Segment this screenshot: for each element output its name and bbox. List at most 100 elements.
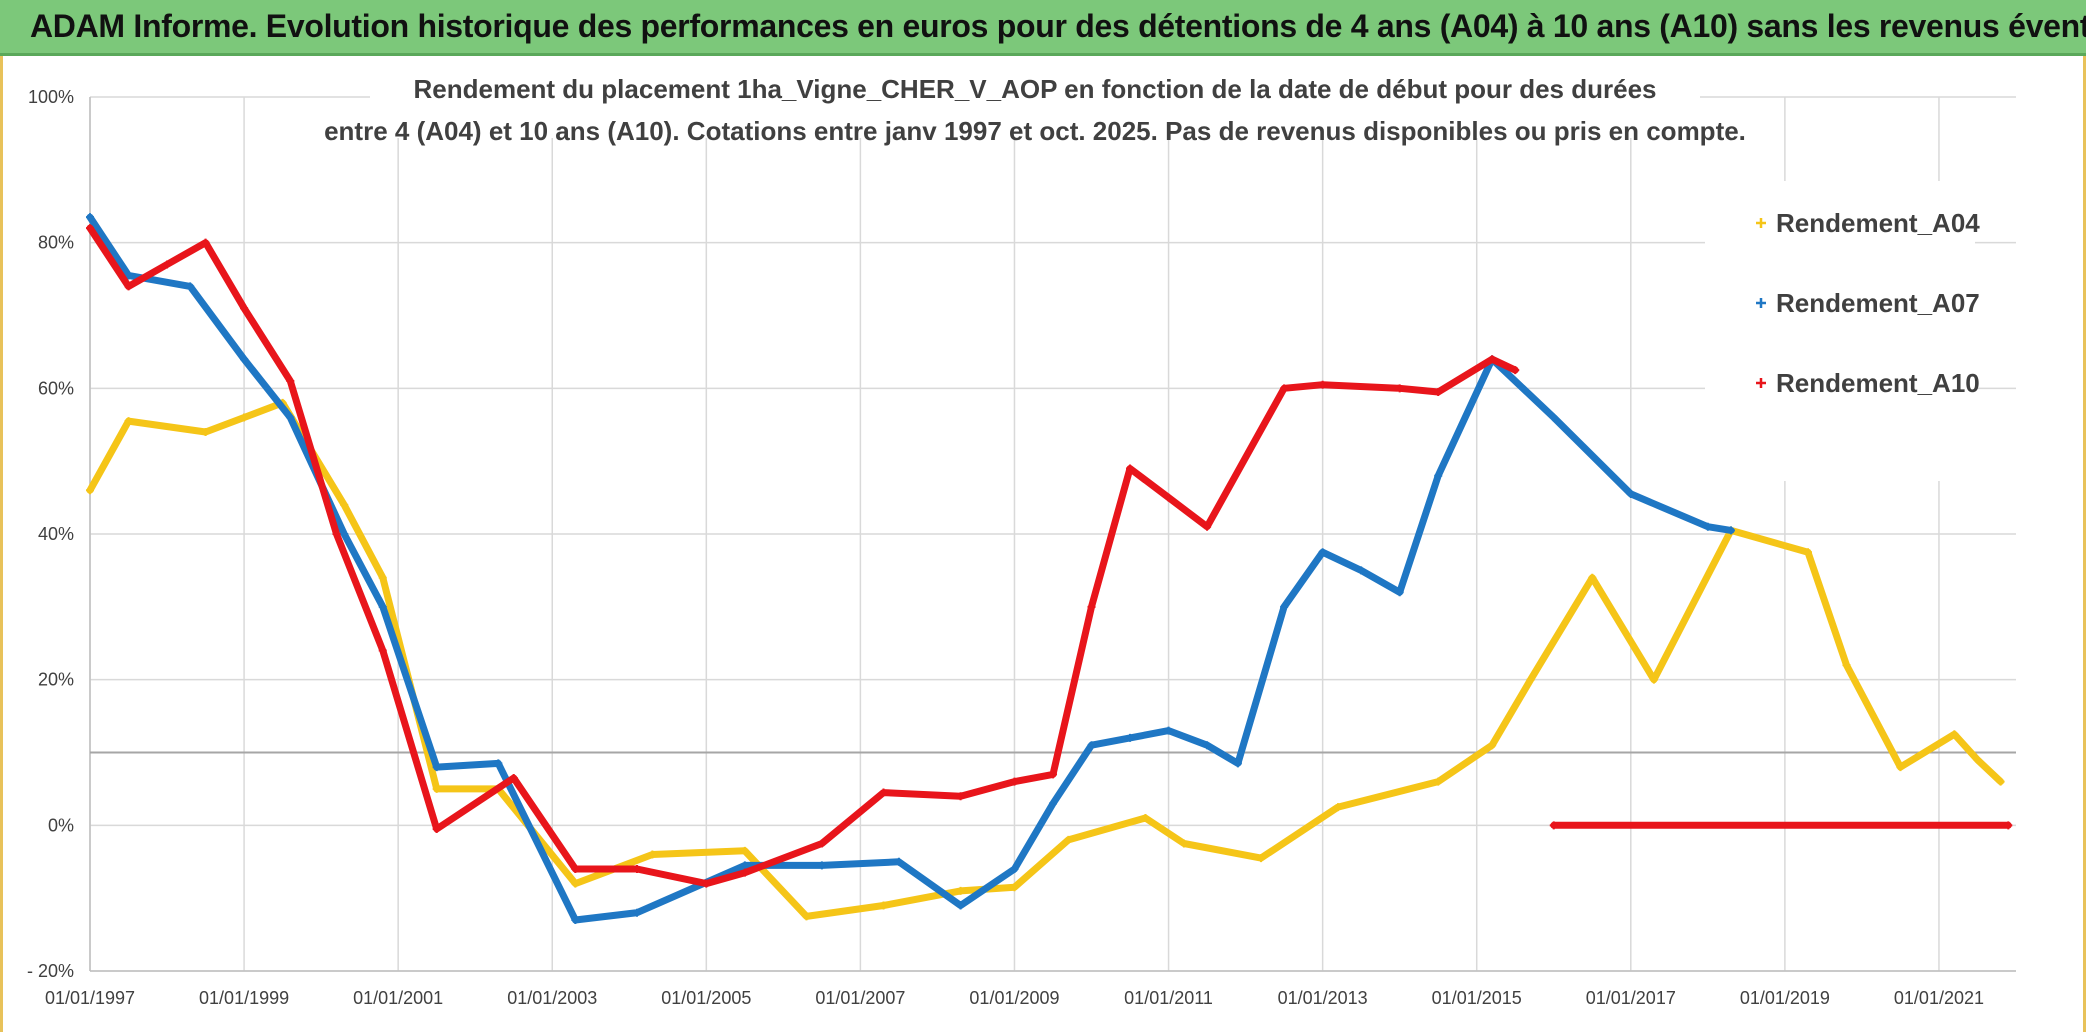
data-point: [1064, 835, 1073, 844]
data-point: [571, 865, 580, 874]
data-point: [1203, 522, 1212, 531]
data-point: [186, 282, 195, 291]
data-point: [378, 646, 387, 655]
chart-title-line-1: Rendement du placement 1ha_Vigne_CHER_V_…: [414, 74, 1657, 104]
legend-label: Rendement_A07: [1776, 288, 1980, 318]
data-point: [879, 901, 888, 910]
data-point: [201, 238, 210, 247]
data-point: [1164, 726, 1173, 735]
data-point: [1280, 384, 1289, 393]
series-points-Rendement_A10-tail: [1549, 821, 2013, 830]
data-point: [1549, 821, 1558, 830]
data-point: [1842, 661, 1851, 670]
data-point: [1703, 522, 1712, 531]
performance-line-chart: - 20%0%20%40%60%80%100% 01/01/1997 01/01/…: [27, 60, 2016, 1008]
x-tick-label: 01/01/1997: [45, 988, 135, 1008]
data-point: [1588, 573, 1597, 582]
data-point: [1257, 854, 1266, 863]
series-points-Rendement_A07: [86, 213, 1735, 925]
data-point: [1010, 883, 1019, 892]
series-points-Rendement_A04: [86, 398, 2005, 921]
data-point: [571, 916, 580, 925]
data-point: [1280, 602, 1289, 611]
data-point: [740, 861, 749, 870]
data-point: [1726, 526, 1735, 535]
data-point: [163, 260, 172, 269]
y-axis: - 20% 0% 20% 40% 60% 80% 100%: [27, 87, 74, 981]
data-point: [740, 868, 749, 877]
series-points-Rendement_A10: [86, 224, 1520, 888]
chart-title-background: [370, 60, 1700, 138]
data-point: [1626, 489, 1635, 498]
data-point: [1141, 814, 1150, 823]
data-point: [817, 839, 826, 848]
x-tick-label: 01/01/2003: [507, 988, 597, 1008]
data-point: [286, 377, 295, 386]
data-point: [509, 773, 518, 782]
series-line-Rendement_A07: [86, 213, 1735, 924]
data-point: [1996, 777, 2005, 786]
data-point: [956, 886, 965, 895]
data-point: [1164, 493, 1173, 502]
data-point: [1434, 471, 1443, 480]
x-tick-label: 01/01/2001: [353, 988, 443, 1008]
data-point: [894, 857, 903, 866]
series-line-Rendement_A10: [86, 224, 1519, 888]
data-point: [1395, 588, 1404, 597]
data-point: [1318, 548, 1327, 557]
data-point: [1511, 366, 1520, 375]
data-point: [124, 271, 133, 280]
data-point: [1318, 380, 1327, 389]
data-point: [1126, 464, 1135, 473]
data-point: [879, 788, 888, 797]
data-point: [124, 282, 133, 291]
x-tick-label: 01/01/2005: [661, 988, 751, 1008]
data-point: [432, 784, 441, 793]
x-tick-label: 01/01/2013: [1278, 988, 1368, 1008]
x-tick-label: 01/01/2011: [1124, 988, 1213, 1008]
data-point: [340, 530, 349, 538]
data-point: [1973, 755, 1982, 764]
data-point: [632, 865, 641, 874]
data-point: [378, 573, 387, 582]
data-point: [201, 428, 210, 437]
data-point: [1803, 548, 1812, 557]
data-point: [1203, 741, 1212, 750]
y-tick-label: 80%: [38, 233, 74, 253]
x-tick-label: 01/01/2021: [1894, 988, 1984, 1008]
data-point: [494, 759, 503, 768]
y-tick-label: - 20%: [27, 961, 74, 981]
data-point: [1434, 777, 1443, 786]
data-point: [648, 850, 657, 859]
data-point: [1488, 355, 1497, 364]
data-point: [956, 901, 965, 910]
data-point: [86, 486, 94, 495]
data-point: [1049, 770, 1057, 779]
data-point: [1087, 602, 1096, 611]
legend-marker: [1756, 298, 1766, 308]
grid-lines: [89, 96, 2016, 972]
x-tick-label: 01/01/2019: [1740, 988, 1830, 1008]
data-point: [2004, 821, 2013, 830]
data-point: [1950, 730, 1959, 739]
data-point: [956, 792, 965, 801]
x-axis: 01/01/1997 01/01/1999 01/01/2001 01/01/2003…: [45, 988, 1984, 1008]
data-point: [240, 304, 249, 313]
y-tick-label: 100%: [28, 87, 74, 107]
chart-title-line-2: entre 4 (A04) et 10 ans (A10). Cotations…: [324, 116, 1746, 146]
data-point: [1179, 839, 1188, 848]
data-point: [802, 912, 811, 921]
legend-item: Rendement_A10: [1756, 368, 1980, 398]
y-tick-label: 20%: [38, 670, 74, 690]
data-point: [1526, 675, 1535, 684]
data-point: [332, 530, 341, 538]
data-point: [286, 413, 295, 422]
x-tick-label: 01/01/2009: [969, 988, 1059, 1008]
data-point: [1896, 763, 1905, 772]
series-layer: [86, 213, 2013, 925]
data-point: [817, 861, 826, 870]
data-point: [240, 355, 249, 364]
legend-background: [1705, 181, 1975, 481]
data-point: [1049, 799, 1057, 808]
x-tick-label: 01/01/2007: [815, 988, 905, 1008]
